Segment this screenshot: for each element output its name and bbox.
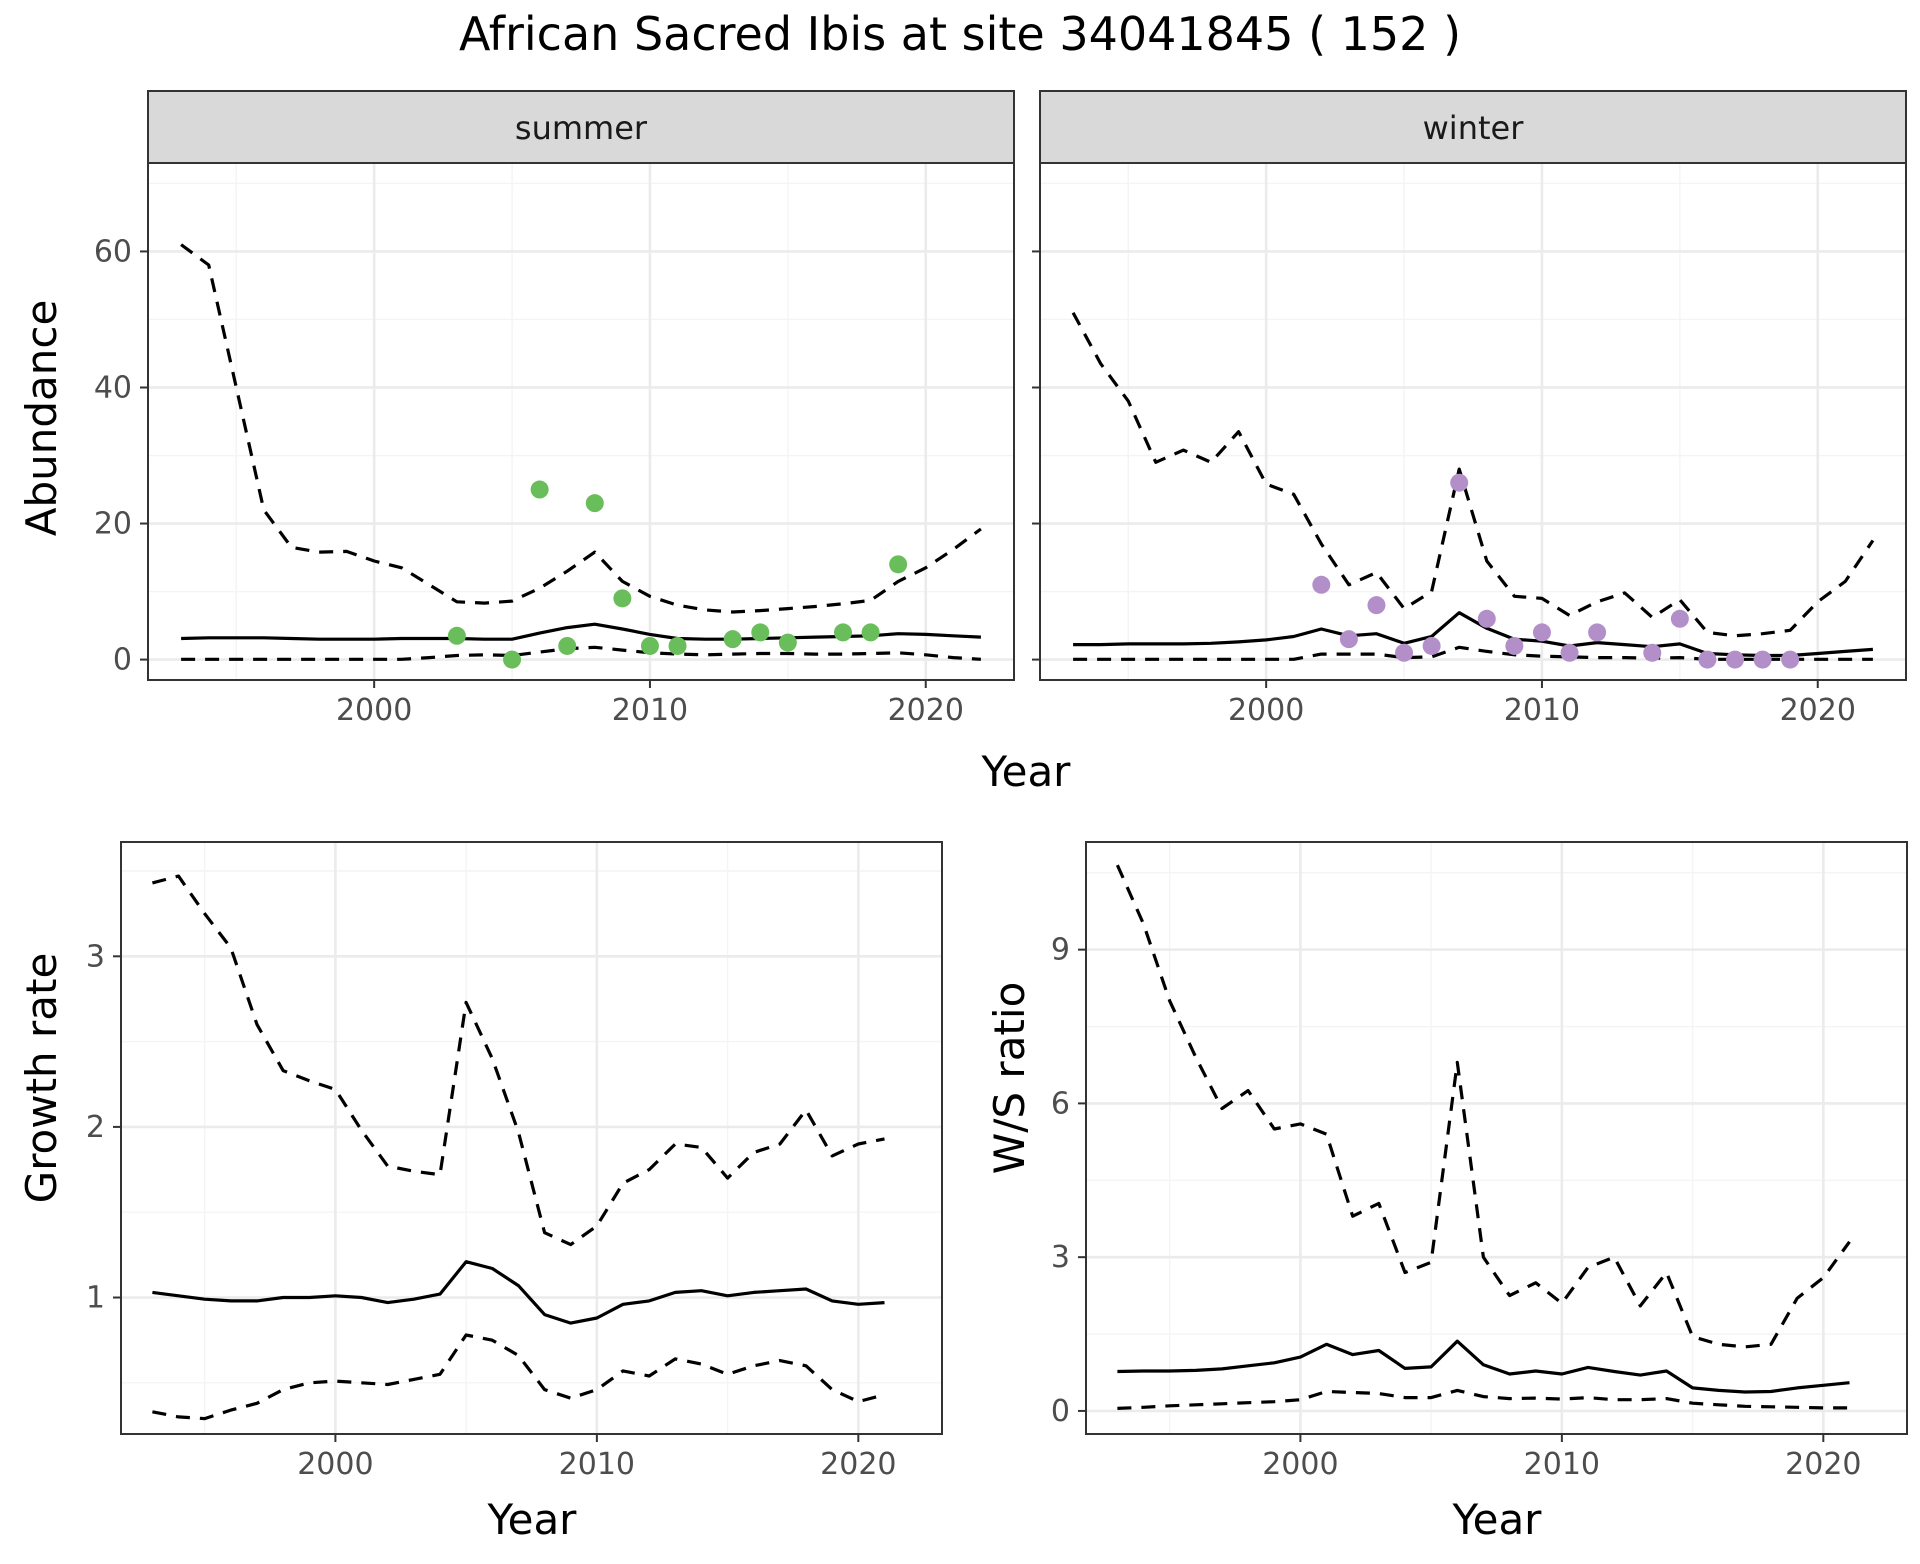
strip-winter bbox=[1039, 90, 1907, 164]
data-point-winter bbox=[1505, 636, 1524, 655]
series-line-bound-summer-2 bbox=[181, 645, 981, 661]
series-line-bound-winter-1 bbox=[1071, 311, 1875, 638]
panel-border bbox=[1085, 841, 1908, 1435]
plot-area-summer: 2000 2010 2020 0 20 40 60 bbox=[94, 162, 1015, 728]
plot-background bbox=[1040, 163, 1906, 680]
y-tick-label: 60 bbox=[94, 234, 132, 269]
data-point-winter bbox=[1560, 643, 1579, 662]
y-tick-label: 40 bbox=[94, 370, 132, 405]
x-tick-label: 2020 bbox=[820, 1447, 896, 1482]
data-point-winter bbox=[1477, 609, 1496, 628]
y-axis-title-abundance: Abundance bbox=[17, 300, 66, 537]
data-point-winter bbox=[1532, 623, 1551, 642]
x-tick-label: 2020 bbox=[1785, 1447, 1861, 1482]
strip-label-summer: summer bbox=[515, 109, 648, 147]
series-line-estimate-growth-0 bbox=[152, 1260, 885, 1325]
panel-winter: winter 2000 2010 2020 bbox=[1032, 90, 1907, 728]
x-axis-title-top: Year bbox=[981, 747, 1072, 796]
data-point-winter bbox=[1367, 596, 1386, 615]
y-axis-title-growth: Growth rate bbox=[17, 953, 66, 1204]
x-tick-label: 2000 bbox=[1262, 1447, 1338, 1482]
data-point-summer bbox=[447, 626, 466, 645]
series-line-bound-winter-2 bbox=[1073, 645, 1873, 661]
series-line-bound-growth-1 bbox=[151, 874, 885, 1247]
data-point-summer bbox=[585, 494, 604, 513]
series-line-bound-ratio-2 bbox=[1117, 1388, 1850, 1410]
plot-background bbox=[1086, 842, 1907, 1434]
x-tick-label: 2010 bbox=[612, 693, 688, 728]
y-axis-title-ratio: W/S ratio bbox=[985, 982, 1034, 1175]
x-tick-label: 2010 bbox=[1504, 693, 1580, 728]
panel-summer: summer 2000 2010 2020 0 20 40 60 bbox=[94, 90, 1015, 728]
data-point-summer bbox=[558, 636, 577, 655]
strip-label-winter: winter bbox=[1423, 109, 1525, 147]
x-tick-label: 2020 bbox=[1780, 693, 1856, 728]
y-tick-label: 20 bbox=[94, 507, 132, 542]
x-tick-label: 2010 bbox=[1524, 1447, 1600, 1482]
data-point-winter bbox=[1753, 650, 1772, 669]
data-point-summer bbox=[668, 636, 687, 655]
x-tick-label: 2010 bbox=[559, 1447, 635, 1482]
data-point-summer bbox=[834, 623, 853, 642]
y-tick-label: 0 bbox=[113, 643, 132, 678]
y-tick-label: 0 bbox=[1051, 1394, 1070, 1429]
y-tick-label: 2 bbox=[86, 1110, 105, 1145]
data-point-summer bbox=[778, 633, 797, 652]
data-point-summer bbox=[751, 623, 770, 642]
data-point-summer bbox=[861, 623, 880, 642]
y-tick-label: 1 bbox=[86, 1281, 105, 1316]
y-tick-label: 3 bbox=[86, 939, 105, 974]
series-line-bound-ratio-1 bbox=[1115, 864, 1851, 1349]
x-axis-title-ratio: Year bbox=[1452, 1495, 1543, 1544]
panel-ratio: 2000 2010 2020 0 3 6 9 W/S ratio Year bbox=[985, 841, 1908, 1544]
data-point-winter bbox=[1588, 623, 1607, 642]
x-tick-label: 2000 bbox=[297, 1447, 373, 1482]
data-point-winter bbox=[1643, 643, 1662, 662]
plot-background bbox=[148, 163, 1014, 680]
strip-summer bbox=[147, 90, 1015, 164]
data-point-winter bbox=[1781, 650, 1800, 669]
data-point-summer bbox=[889, 555, 908, 574]
series-line-bound-growth-2 bbox=[152, 1333, 885, 1421]
plot-area-winter: 2000 2010 2020 bbox=[1032, 162, 1907, 728]
data-point-winter bbox=[1450, 473, 1469, 492]
data-point-winter bbox=[1422, 636, 1441, 655]
y-tick-label: 9 bbox=[1051, 933, 1070, 968]
panel-border bbox=[1039, 162, 1907, 681]
data-point-winter bbox=[1670, 609, 1689, 628]
data-point-winter bbox=[1395, 643, 1414, 662]
data-point-winter bbox=[1698, 650, 1717, 669]
chart-title: African Sacred Ibis at site 34041845 ( 1… bbox=[459, 7, 1461, 61]
panel-growth: 2000 2010 2020 1 2 3 Growth rate Year bbox=[17, 841, 943, 1544]
x-tick-label: 2020 bbox=[888, 693, 964, 728]
data-point-winter bbox=[1312, 575, 1331, 594]
x-axis-title-growth: Year bbox=[487, 1495, 578, 1544]
data-point-summer bbox=[503, 650, 522, 669]
panel-border bbox=[147, 162, 1015, 681]
y-tick-label: 3 bbox=[1051, 1240, 1070, 1275]
plot-area-ratio: 2000 2010 2020 0 3 6 9 bbox=[1051, 841, 1908, 1482]
x-tick-label: 2000 bbox=[1228, 693, 1304, 728]
y-tick-label: 6 bbox=[1051, 1086, 1070, 1121]
data-point-winter bbox=[1339, 630, 1358, 649]
data-point-summer bbox=[613, 589, 632, 608]
plot-background bbox=[121, 842, 942, 1434]
plot-area-growth: 2000 2010 2020 1 2 3 bbox=[86, 841, 943, 1482]
data-point-winter bbox=[1726, 650, 1745, 669]
data-point-summer bbox=[530, 480, 549, 499]
data-point-summer bbox=[723, 630, 742, 649]
panel-border bbox=[120, 841, 943, 1435]
series-line-estimate-ratio-0 bbox=[1117, 1339, 1850, 1394]
x-tick-label: 2000 bbox=[336, 693, 412, 728]
data-point-summer bbox=[640, 636, 659, 655]
